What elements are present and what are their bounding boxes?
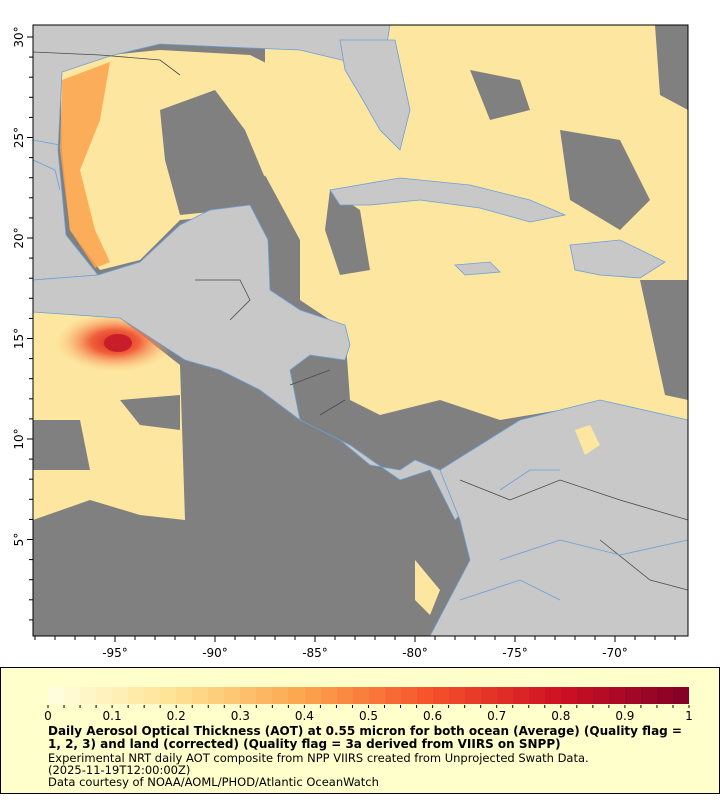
colorbar-label: 0.8 bbox=[551, 709, 571, 723]
colorbar-segment bbox=[112, 687, 129, 704]
aot-map: 30° 25° 20° 15° 10° 5° -95° -90° -85° -80° -75° -7… bbox=[12, 24, 689, 660]
aot-high-coastal bbox=[60, 62, 110, 268]
colorbar-segment bbox=[673, 687, 690, 704]
plot-frame bbox=[32, 24, 689, 637]
colorbar-segment bbox=[160, 687, 177, 704]
colorbar-segment bbox=[192, 687, 209, 704]
colorbar-segment bbox=[400, 687, 417, 704]
colorbar-segment bbox=[176, 687, 193, 704]
colorbar-segment bbox=[480, 687, 497, 704]
lat-label: 10° bbox=[12, 428, 26, 449]
aot-peak bbox=[104, 334, 132, 352]
colorbar-segment bbox=[144, 687, 161, 704]
colorbar-segment bbox=[512, 687, 529, 704]
colorbar-segment bbox=[240, 687, 257, 704]
aot-nodata-gaps bbox=[33, 25, 688, 470]
colorbar-segment bbox=[208, 687, 225, 704]
colorbar-label: 0.7 bbox=[487, 709, 507, 723]
colorbar-segment bbox=[625, 687, 642, 704]
colorbar-segment bbox=[544, 687, 561, 704]
colorbar-label: 0.3 bbox=[230, 709, 250, 723]
colorbar-segment bbox=[528, 687, 545, 704]
colorbar-segment bbox=[593, 687, 610, 704]
colorbar-label: 0.9 bbox=[615, 709, 635, 723]
lat-label: 15° bbox=[12, 328, 26, 349]
colorbar-segment bbox=[272, 687, 289, 704]
colorbar-segment bbox=[128, 687, 145, 704]
colorbar-label: 0.5 bbox=[358, 709, 379, 723]
colorbar-segment bbox=[96, 687, 113, 704]
colorbar-segment bbox=[368, 687, 385, 704]
colorbar-segment bbox=[304, 687, 321, 704]
colorbar-segment bbox=[352, 687, 369, 704]
colorbar-segment bbox=[416, 687, 433, 704]
land-layer bbox=[33, 25, 688, 636]
colorbar-segment bbox=[320, 687, 337, 704]
colorbar-label: 0.1 bbox=[102, 709, 122, 723]
colorbar-segment bbox=[256, 687, 273, 704]
colorbar-segment bbox=[288, 687, 305, 704]
colorbar-segment bbox=[657, 687, 674, 704]
colorbar-segment bbox=[577, 687, 594, 704]
colorbar-segment bbox=[224, 687, 241, 704]
colorbar-label: 0.6 bbox=[423, 709, 443, 723]
colorbar-segment bbox=[448, 687, 465, 704]
lat-label: 5° bbox=[12, 533, 26, 547]
colorbar-segment bbox=[80, 687, 97, 704]
colorbar-segment bbox=[609, 687, 626, 704]
country-borders bbox=[33, 51, 688, 591]
lon-label: -75° bbox=[502, 646, 528, 660]
colorbar-segment bbox=[464, 687, 481, 704]
colorbar-segment bbox=[496, 687, 513, 704]
longitude-axis: -95° -90° -85° -80° -75° -70° bbox=[34, 636, 676, 660]
legend-timestamp: (2025-11-19T12:00:00Z) bbox=[48, 763, 191, 777]
latitude-axis: 30° 25° 20° 15° 10° 5° bbox=[12, 26, 33, 621]
lat-label: 30° bbox=[12, 26, 26, 47]
colorbar-label: 0 bbox=[44, 709, 52, 723]
colorbar-ticks bbox=[47, 705, 690, 708]
legend-title: Daily Aerosol Optical Thickness (AOT) at… bbox=[48, 724, 682, 751]
colorbar-segment bbox=[384, 687, 401, 704]
lon-label: -95° bbox=[102, 646, 128, 660]
colorbar-segment bbox=[561, 687, 578, 704]
colorbar-segment bbox=[336, 687, 353, 704]
rivers bbox=[33, 139, 688, 601]
colorbar-label: 1 bbox=[685, 709, 693, 723]
legend-description: Experimental NRT daily AOT composite fro… bbox=[48, 751, 589, 765]
lat-label: 20° bbox=[12, 227, 26, 248]
lat-label: 25° bbox=[12, 127, 26, 148]
colorbar bbox=[48, 687, 690, 704]
lon-label: -85° bbox=[302, 646, 328, 660]
legend-credit: Data courtesy of NOAA/AOML/PHOD/Atlantic… bbox=[48, 775, 379, 789]
legend-panel: 0 0.1 0.2 0.3 0.4 0.5 0.6 0.7 0.8 0.9 1 Daily Aero… bbox=[0, 667, 720, 794]
colorbar-segment bbox=[641, 687, 658, 704]
colorbar-label: 0.2 bbox=[166, 709, 186, 723]
colorbar-segment bbox=[64, 687, 81, 704]
colorbar-segment bbox=[48, 687, 65, 704]
colorbar-label: 0.4 bbox=[294, 709, 314, 723]
lon-label: -80° bbox=[402, 646, 428, 660]
colorbar-segment bbox=[432, 687, 449, 704]
lon-label: -70° bbox=[602, 646, 628, 660]
lon-label: -90° bbox=[202, 646, 228, 660]
